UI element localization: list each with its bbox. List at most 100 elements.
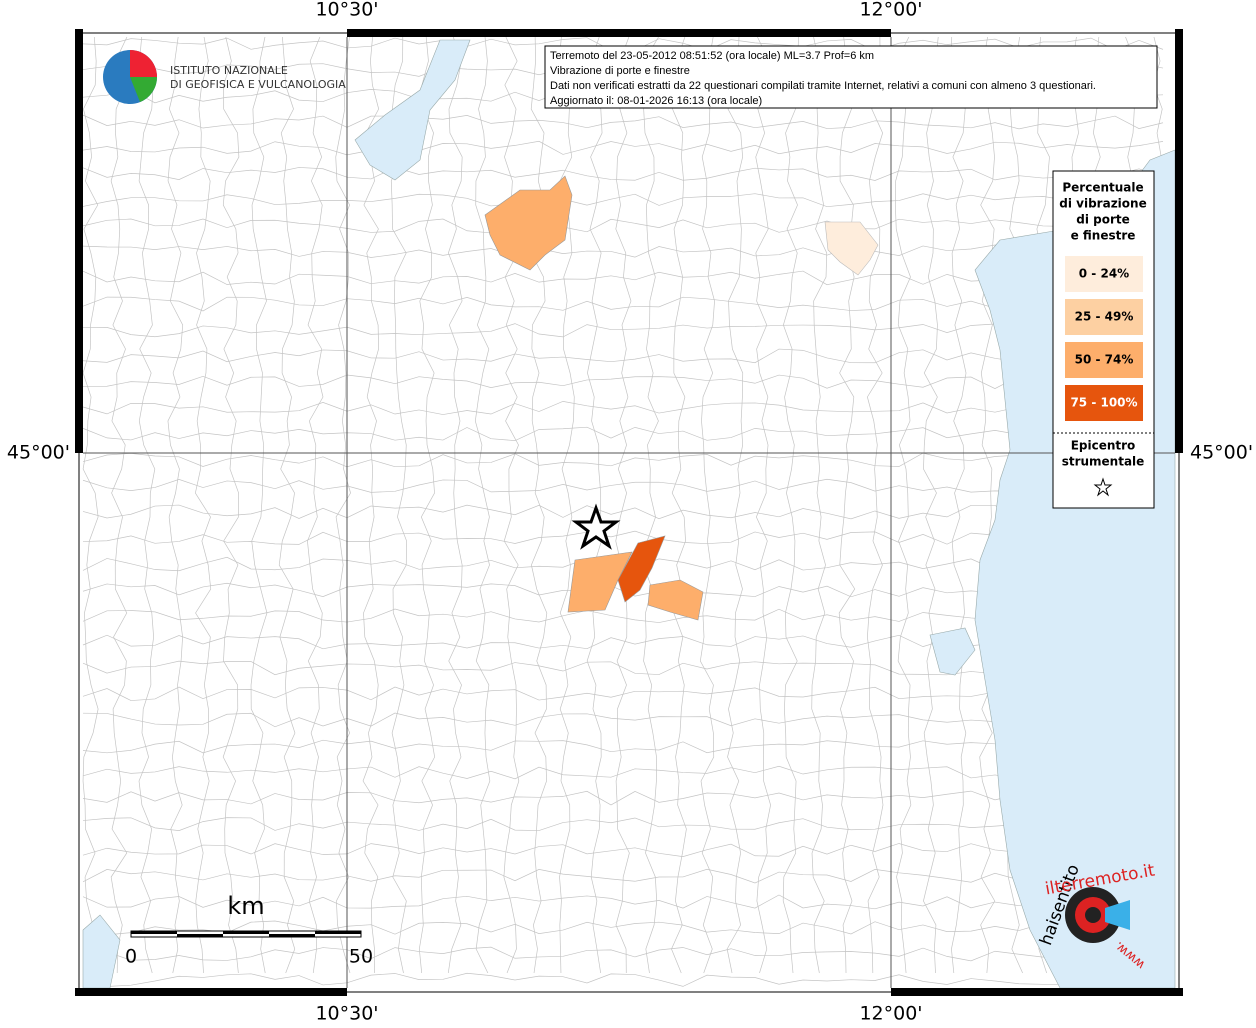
legend-swatch bbox=[1065, 342, 1143, 378]
municipal-border bbox=[250, 36, 268, 974]
municipal-border bbox=[307, 36, 324, 974]
municipal-border bbox=[110, 36, 128, 974]
municipal-border bbox=[82, 972, 1164, 987]
municipal-border bbox=[335, 36, 351, 974]
epicenter-star bbox=[571, 503, 621, 550]
legend-title: e finestre bbox=[1071, 229, 1136, 243]
municipal-border bbox=[474, 36, 491, 974]
municipal-border bbox=[167, 36, 184, 974]
municipal-border bbox=[222, 36, 240, 974]
municipal-border bbox=[643, 36, 659, 974]
legend-swatch bbox=[1065, 385, 1143, 421]
legend-title: di porte bbox=[1076, 213, 1130, 227]
municipal-border bbox=[82, 790, 1164, 806]
sea bbox=[82, 914, 121, 989]
frame-ticks bbox=[75, 29, 1183, 996]
municipal-border bbox=[894, 36, 912, 974]
municipal-border bbox=[138, 36, 156, 974]
municipal-border bbox=[362, 36, 380, 974]
municipal-border bbox=[811, 36, 828, 974]
municipal-border bbox=[979, 36, 996, 974]
legend-label: 75 - 100% bbox=[1070, 396, 1137, 410]
municipal-border bbox=[82, 244, 1164, 258]
lat-label: 45°00' bbox=[7, 442, 70, 464]
info-line: Aggiornato il: 08-01-2026 16:13 (ora loc… bbox=[550, 95, 762, 107]
scale-bar bbox=[130, 930, 362, 938]
municipal-border bbox=[82, 36, 99, 974]
logo-text: DI GEOFISICA E VULCANOLOGIA bbox=[170, 78, 346, 91]
municipal-border bbox=[503, 36, 520, 974]
municipal-border bbox=[82, 816, 1164, 831]
municipal-border bbox=[447, 36, 463, 974]
logo-text: ISTITUTO NAZIONALE bbox=[170, 64, 288, 77]
info-box bbox=[544, 45, 1158, 109]
site-logo bbox=[1085, 907, 1101, 923]
municipal-border bbox=[82, 114, 1164, 130]
graticule bbox=[83, 37, 1175, 988]
site-logo bbox=[1105, 900, 1130, 930]
municipal-border bbox=[699, 36, 715, 974]
info-line: Vibrazione di porte e finestre bbox=[550, 65, 690, 77]
legend-label: 0 - 24% bbox=[1079, 267, 1129, 281]
municipal-border bbox=[82, 167, 1164, 181]
lon-label: 12°00' bbox=[859, 1003, 922, 1025]
scale-unit: km bbox=[227, 892, 264, 920]
municipality-fill bbox=[647, 579, 704, 621]
municipality-fill bbox=[484, 175, 573, 271]
municipal-border bbox=[82, 946, 1164, 962]
municipal-border bbox=[82, 400, 1164, 415]
info-line: Dati non verificati estratti da 22 quest… bbox=[550, 80, 1096, 92]
legend-title: Percentuale bbox=[1062, 181, 1143, 195]
municipal-border bbox=[82, 193, 1164, 208]
municipal-border bbox=[82, 739, 1164, 754]
legend bbox=[1052, 170, 1155, 509]
municipal-border bbox=[82, 530, 1164, 545]
lat-label: 45°00' bbox=[1190, 442, 1253, 464]
municipal-border bbox=[726, 36, 744, 974]
info-line: Terremoto del 23-05-2012 08:51:52 (ora l… bbox=[550, 50, 874, 62]
legend-label: 50 - 74% bbox=[1075, 353, 1134, 367]
municipal-border bbox=[82, 478, 1164, 494]
municipal-border bbox=[82, 660, 1164, 676]
municipal-border bbox=[278, 36, 296, 974]
municipal-border bbox=[194, 36, 212, 974]
legend-title: di vibrazione bbox=[1059, 197, 1146, 211]
municipal-border bbox=[82, 140, 1164, 156]
lon-label: 12°00' bbox=[859, 0, 922, 21]
municipal-border bbox=[950, 36, 967, 974]
municipal-border bbox=[82, 504, 1164, 520]
legend-swatch bbox=[1065, 256, 1143, 292]
municipal-border bbox=[82, 843, 1164, 857]
municipal-border bbox=[82, 712, 1164, 728]
lagoon bbox=[929, 627, 976, 676]
municipal-border bbox=[82, 348, 1164, 364]
scale-label: 0 bbox=[125, 946, 137, 968]
municipal-border bbox=[838, 36, 856, 974]
municipal-border bbox=[615, 36, 632, 974]
municipal-border bbox=[755, 36, 771, 974]
municipal-border bbox=[82, 894, 1164, 910]
municipality-fill bbox=[567, 551, 633, 613]
municipal-border bbox=[671, 36, 687, 974]
municipal-border bbox=[923, 36, 939, 974]
legend-star bbox=[1093, 477, 1113, 497]
municipal-border bbox=[586, 36, 603, 974]
logo-globe bbox=[130, 77, 157, 102]
municipal-border bbox=[82, 296, 1164, 312]
municipal-border bbox=[418, 36, 436, 974]
legend-content: Percentuale di vibrazione di porte e finest… bbox=[1059, 181, 1147, 421]
municipality-fill bbox=[617, 535, 666, 603]
scale-label: 50 bbox=[349, 946, 373, 968]
municipal-border bbox=[390, 36, 407, 974]
legend-epicenter: strumentale bbox=[1062, 455, 1145, 469]
lake bbox=[354, 39, 471, 181]
lon-label: 10°30' bbox=[315, 0, 378, 21]
municipal-border bbox=[866, 36, 884, 974]
municipal-border bbox=[782, 36, 799, 974]
legend-swatch bbox=[1065, 299, 1143, 335]
legend-epicenter: Epicentro bbox=[1071, 439, 1136, 453]
legend-label: 25 - 49% bbox=[1075, 310, 1134, 324]
lon-label: 10°30' bbox=[315, 1003, 378, 1025]
municipal-border bbox=[82, 764, 1164, 780]
